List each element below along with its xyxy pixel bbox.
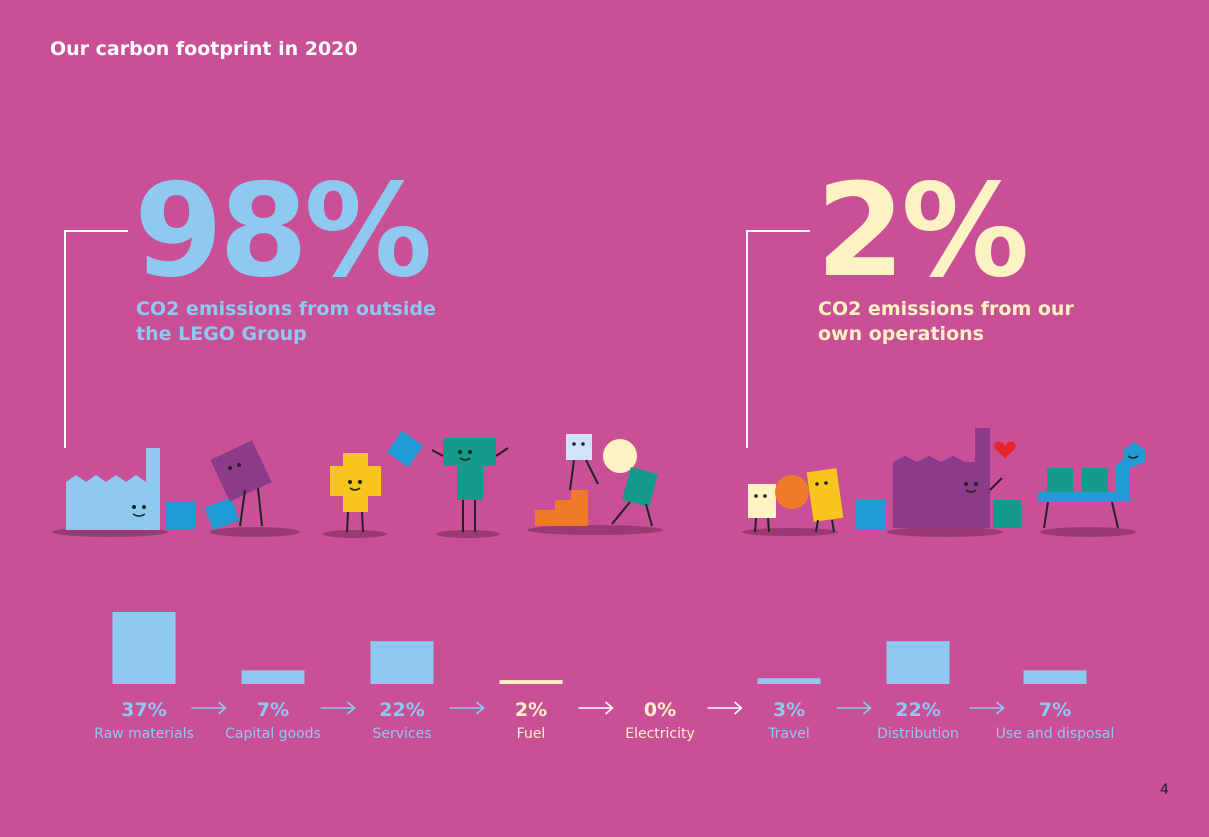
factory-icon	[66, 448, 160, 530]
bar-services	[370, 641, 434, 684]
bar-raw-materials	[112, 612, 176, 684]
shadow	[436, 530, 500, 538]
shadow	[210, 527, 300, 537]
category-label: Use and disposal	[996, 726, 1115, 742]
value-label: 22%	[895, 699, 940, 721]
value-label: 22%	[379, 699, 424, 721]
shadow	[527, 525, 663, 535]
cream-ball-icon	[603, 439, 637, 473]
purple-factory-icon	[893, 428, 1003, 528]
arrow-icon	[449, 701, 485, 715]
bar-distribution	[886, 641, 950, 684]
teal-small-brick-character-icon	[611, 466, 658, 527]
own-emissions-percent: 2%	[816, 157, 1029, 306]
shadow	[1040, 527, 1136, 537]
own-label-line2: own operations	[818, 323, 984, 345]
blue-brick-icon	[386, 430, 424, 468]
teal-brick-character-icon	[431, 438, 509, 532]
light-blue-brick-character-icon	[566, 434, 599, 491]
orange-stairs-icon	[535, 490, 588, 526]
orange-ball-icon	[775, 475, 809, 509]
category-label: Raw materials	[94, 726, 194, 742]
cream-brick-character-icon	[748, 484, 776, 533]
heart-icon	[994, 441, 1016, 458]
category-label: Capital goods	[225, 726, 321, 742]
outside-label-line2: the LEGO Group	[136, 323, 307, 345]
arrow-icon	[191, 701, 227, 715]
blue-brick-icon	[856, 500, 886, 530]
value-label: 7%	[1039, 699, 1071, 721]
value-label: 7%	[257, 699, 289, 721]
blue-brick-icon	[165, 501, 195, 529]
shadow	[323, 530, 387, 538]
emissions-bar-chart: 37% 7% 22% 2% 0% 3% 22% 7% Raw materials Capital…	[94, 612, 1115, 742]
bar-travel	[757, 678, 821, 684]
purple-brick-character-icon	[204, 440, 272, 531]
value-label: 3%	[773, 699, 805, 721]
page-number: 4	[1160, 782, 1169, 798]
arrow-icon	[320, 701, 356, 715]
category-label: Fuel	[517, 726, 546, 742]
arrow-icon	[836, 701, 872, 715]
bar-capital-goods	[241, 670, 305, 684]
page-title: Our carbon footprint in 2020	[50, 38, 358, 60]
outside-bracket-line	[64, 230, 128, 448]
value-label: 0%	[644, 699, 676, 721]
shadow	[887, 527, 1003, 537]
own-emissions-label: CO2 emissions from our own operations	[818, 297, 1138, 347]
own-label-line1: CO2 emissions from our	[818, 298, 1074, 320]
conveyor-truck-icon	[1038, 442, 1145, 529]
outside-emissions-label: CO2 emissions from outside the LEGO Grou…	[136, 297, 456, 347]
yellow-tall-brick-character-icon	[806, 468, 844, 533]
outside-label-line1: CO2 emissions from outside	[136, 298, 436, 320]
own-bracket-line	[746, 230, 810, 448]
arrow-icon	[707, 701, 743, 715]
outside-emissions-percent: 98%	[134, 157, 432, 306]
category-label: Electricity	[625, 726, 695, 742]
bar-fuel	[499, 680, 563, 684]
lego-characters-illustration	[52, 428, 1145, 538]
teal-brick-icon	[993, 500, 1021, 528]
category-label: Distribution	[877, 726, 959, 742]
bar-use-and-disposal	[1023, 670, 1087, 684]
shadow	[742, 528, 838, 536]
arrow-icon	[578, 701, 614, 715]
yellow-brick-character-icon	[330, 453, 381, 533]
category-label: Travel	[767, 726, 810, 742]
arrow-icon	[969, 701, 1005, 715]
value-label: 37%	[121, 699, 166, 721]
category-label: Services	[372, 726, 431, 742]
value-label: 2%	[515, 699, 547, 721]
